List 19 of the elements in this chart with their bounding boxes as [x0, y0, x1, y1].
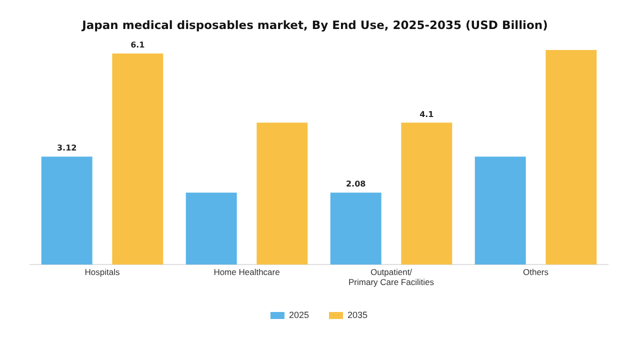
- bar: [186, 192, 237, 265]
- bar: [546, 50, 597, 265]
- bar: [112, 53, 164, 265]
- data-label: 4.1: [420, 110, 434, 119]
- data-label: 6.1: [130, 40, 146, 50]
- bar: [330, 192, 382, 265]
- x-tick-label: Outpatient/Primary Care Facilities: [348, 267, 434, 288]
- data-label: 3.12: [56, 144, 77, 153]
- x-tick-label: Hospitals: [84, 267, 120, 278]
- data-label: 2.08: [346, 180, 366, 189]
- bar: [474, 156, 526, 265]
- bar: [256, 122, 308, 265]
- chart-title: Japan medical disposables market, By End Use, 2025-2035 (USD Billion): [80, 18, 549, 32]
- bar: [41, 156, 92, 265]
- x-tick-label: Home Healthcare: [214, 267, 280, 278]
- legend-label: 2035: [348, 310, 368, 320]
- x-tick-label: Others: [522, 267, 549, 278]
- legend-label: 2025: [288, 310, 310, 320]
- bar: [401, 122, 452, 265]
